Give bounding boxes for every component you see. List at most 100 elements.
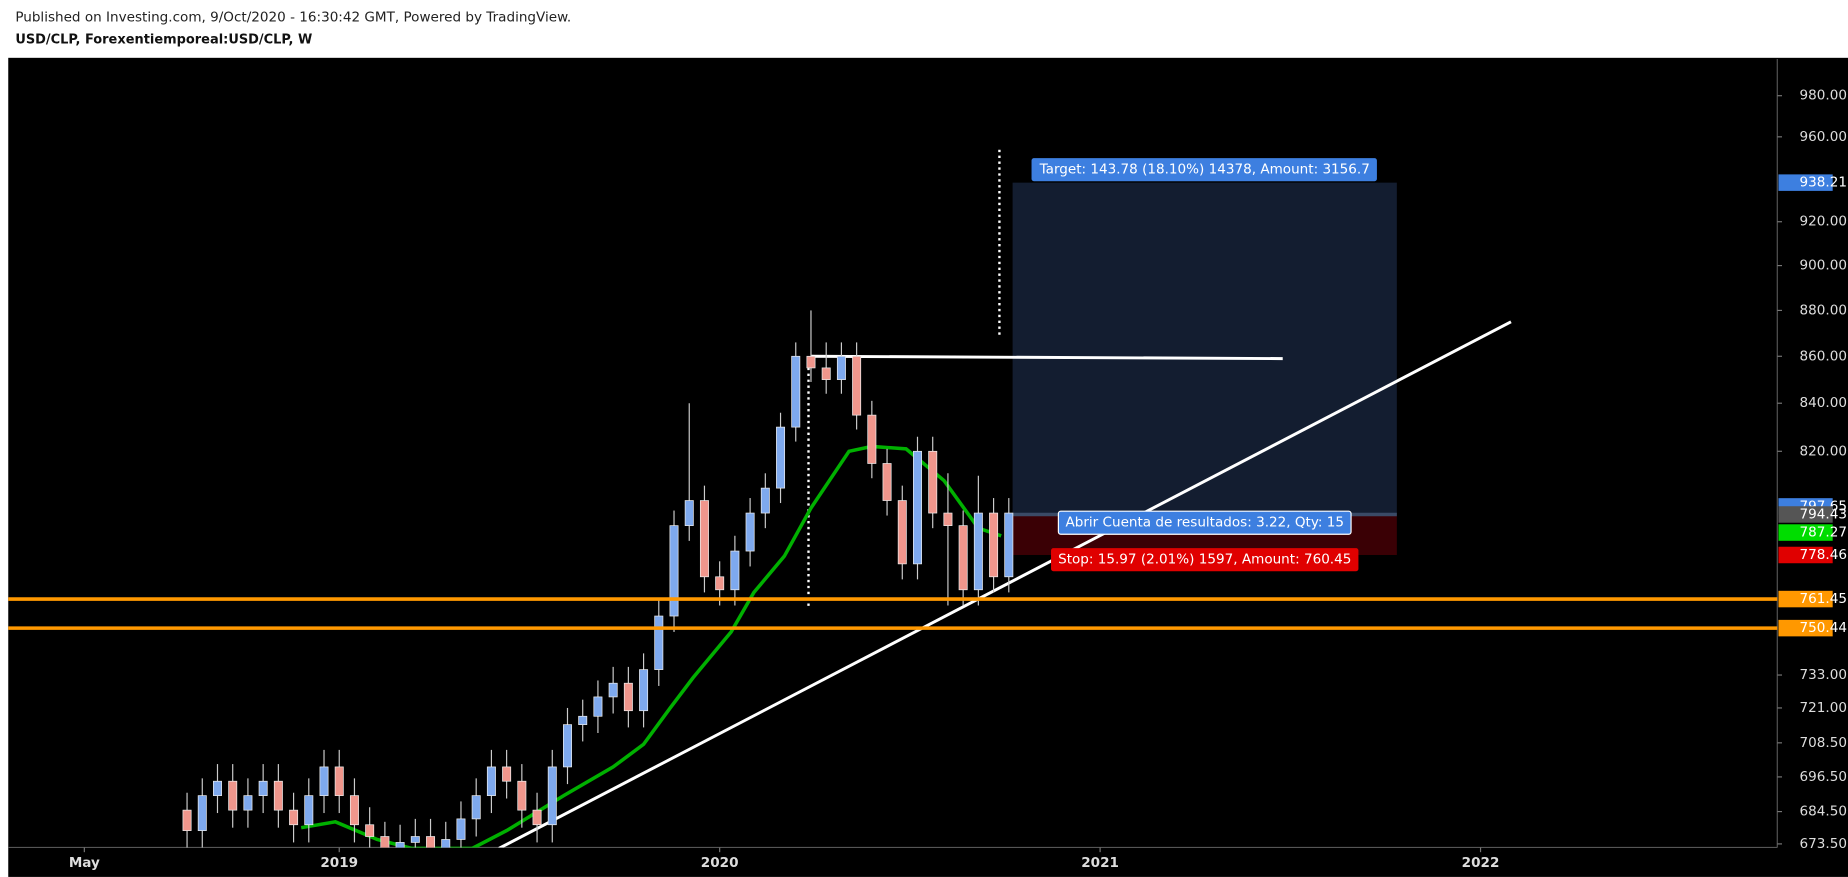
center-label: Abrir Cuenta de resultados: 3.22, Qty: 1… [1065,515,1344,531]
published-note: Published on Investing.com, 9/Oct/2020 -… [15,10,571,26]
y-tick-label: 860.00 [1800,348,1847,364]
candle-body [776,426,786,489]
candle-body [182,809,192,831]
candle-body [289,809,299,826]
horizontal-line [810,354,1283,361]
candle-body [1004,512,1014,578]
candle-body [867,414,877,464]
candle-body [684,500,694,526]
candle-body [532,809,542,826]
price-label-box [1778,524,1833,541]
candle-body [258,780,268,796]
candle-body [593,696,603,717]
target-label: Target: 143.78 (18.10%) 14378, Amount: 3… [1039,162,1370,178]
y-tick-label: 733.00 [1800,667,1847,683]
candle-body [913,450,922,565]
candle-body [334,766,344,796]
candle-body [502,766,512,782]
y-tick-label: 673.50 [1800,836,1847,852]
candle-body [304,795,314,826]
candle-body [639,669,649,712]
price-label-box [1778,174,1833,191]
candle-body [319,766,329,796]
y-tick-label: 708.50 [1800,735,1847,751]
candle-body [517,780,527,811]
price-label-box [1778,506,1833,523]
price-label: 778.46 [1800,547,1847,563]
candle-body [745,512,755,552]
price-label: 938.21 [1800,175,1847,191]
x-tick-label: May [69,855,100,871]
candle-body [228,780,238,811]
trend-line [498,320,1512,848]
x-tick-label: 2019 [320,855,358,871]
symbol-title: USD/CLP, Forexentiemporeal:USD/CLP, W [15,33,312,48]
price-label: 794.43 [1800,506,1847,522]
candle-body [456,818,466,840]
candle-body [821,367,831,380]
target-zone [1012,182,1397,515]
x-tick-label: 2021 [1081,855,1119,871]
candle-body [882,463,892,501]
candle-body [791,355,801,428]
y-tick-label: 980.00 [1800,88,1847,104]
candle-body [547,766,557,826]
candle-body [852,355,862,416]
candle-body [973,512,983,591]
candle-body [365,824,375,837]
price-label-box [1778,546,1833,564]
candle-body [578,715,588,725]
candle-body [730,550,740,591]
candle-body [349,795,359,826]
y-tick-label: 684.50 [1800,804,1847,820]
moving-average [300,444,1002,848]
candle-body [654,615,664,670]
price-label: 787.27 [1800,525,1847,541]
candle-body [486,766,496,796]
candle-body [806,355,816,369]
candle-body [410,836,420,843]
candle-body [563,724,572,768]
y-tick-label: 721.00 [1800,700,1847,716]
candle-body [213,780,222,796]
candle-body [380,836,390,848]
target-label-box [1031,158,1377,182]
candle-body [395,842,405,848]
candle-body [928,450,938,514]
price-label: 750.44 [1800,620,1847,636]
y-tick-label: 960.00 [1800,129,1847,145]
candle-body [989,512,999,578]
y-tick-label: 920.00 [1800,214,1847,230]
candle-body [471,795,481,820]
y-tick-label: 900.00 [1800,258,1847,274]
x-tick-label: 2020 [701,855,739,871]
candle-body [836,355,846,380]
candle-body [715,576,725,591]
candle-body [958,525,968,591]
candle-body [623,682,633,712]
stop-label: Stop: 15.97 (2.01%) 1597, Amount: 760.45 [1058,552,1351,568]
candle-body [760,487,770,514]
price-label: 761.45 [1800,591,1847,607]
candle-body [897,500,907,565]
y-tick-label: 880.00 [1800,302,1847,318]
candle-body [943,512,953,526]
y-tick-label: 820.00 [1800,443,1847,459]
y-tick-label: 840.00 [1800,395,1847,411]
candle-body [669,525,679,617]
y-tick-label: 696.50 [1800,769,1847,785]
candle-body [699,500,709,578]
candle-body [426,836,436,848]
price-label-box [1778,590,1833,608]
candle-body [441,839,451,848]
x-tick-label: 2022 [1462,855,1500,871]
price-label-box [1778,619,1833,637]
center-label-box [1057,510,1352,535]
candle-body [608,682,618,698]
candle-body [197,795,207,831]
stop-label-box [1051,548,1359,572]
candle-body [273,780,283,811]
candle-body [243,795,253,811]
